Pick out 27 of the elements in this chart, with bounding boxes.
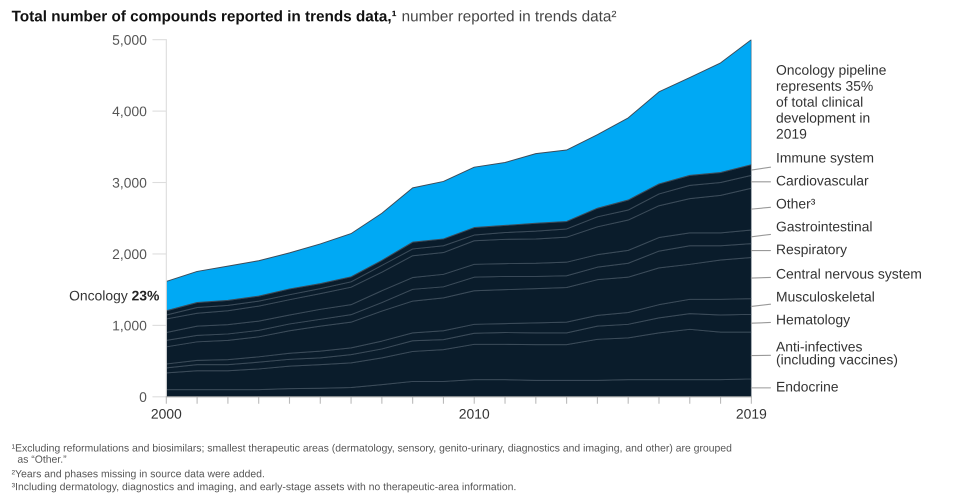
series-label: Central nervous system	[776, 268, 921, 282]
y-tick-label: 3,000	[112, 178, 146, 190]
x-tick-label: 2010	[459, 408, 490, 419]
series-label: Gastrointestinal	[776, 221, 872, 232]
series-label: Endocrine	[777, 381, 838, 392]
series-label: Other³	[776, 198, 816, 209]
y-tick-label: 4,000	[112, 106, 146, 118]
series-label: Cardiovascular	[776, 175, 868, 186]
series-label: Anti-infectives (including vaccines)	[776, 341, 898, 368]
y-tick-label: 0	[140, 392, 146, 402]
chart-title: Total number of compounds reported in trends data,¹	[12, 10, 396, 24]
series-label: Respiratory	[777, 244, 847, 258]
y-tick-label: 2,000	[112, 249, 146, 261]
y-tick-label: 5,000	[112, 35, 146, 46]
text: Oncology	[70, 290, 128, 304]
series-label: Immune system	[777, 152, 874, 166]
chart-subtitle: number reported in trends data²	[402, 10, 616, 24]
text: ²Years and phases missing in source data were added.	[12, 470, 264, 480]
y-tick-label: 1,000	[113, 320, 146, 332]
series-label: Musculoskeletal	[777, 291, 874, 302]
x-tick-label: 2019	[736, 408, 766, 419]
series-label: Hematology	[777, 314, 850, 328]
text: ¹Excluding reformulations and biosimilars; smallest therapeutic areas (dermatology, sensory, genito-urinary, diagnostics and imaging, and other) are grouped as “Other.”	[12, 444, 732, 463]
text: Oncology pipeline represents 35% of total clinical development in 2019	[776, 64, 886, 139]
text: ³Including dermatology, diagnostics and imaging, and early-stage assets with no therapeutic-area information.	[12, 482, 516, 492]
annotation: 23%	[132, 290, 160, 301]
x-tick-label: 2000	[152, 408, 182, 419]
